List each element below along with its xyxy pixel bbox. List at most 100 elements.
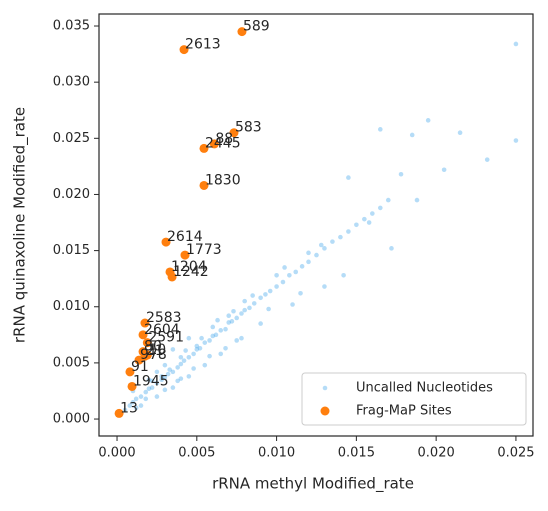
point (199, 180, 209, 190)
point-label: 1830 (205, 172, 241, 188)
point (215, 317, 220, 323)
point (191, 351, 196, 357)
point (280, 279, 286, 285)
point (414, 197, 420, 203)
point-label: 88 (215, 131, 233, 147)
point (457, 130, 463, 135)
point (366, 220, 372, 225)
point-label: 978 (140, 347, 167, 363)
point-label: 13 (120, 400, 138, 416)
point (162, 375, 168, 380)
point (242, 307, 247, 313)
point (346, 175, 351, 180)
y-tick-label: 0.030 (53, 75, 90, 90)
point (175, 378, 180, 384)
point (239, 311, 244, 316)
point (167, 367, 172, 372)
point (183, 348, 188, 353)
x-axis-label: rRNA methyl Modified_rate (212, 475, 414, 494)
point (354, 222, 359, 228)
point (178, 361, 184, 367)
point (229, 319, 235, 324)
point (290, 302, 295, 307)
legend-box (301, 372, 527, 426)
point (191, 366, 196, 371)
y-tick-label: 0.010 (53, 299, 90, 314)
y-tick-label: 0.005 (53, 355, 90, 370)
y-tick-label: 0.025 (53, 131, 90, 146)
point (218, 351, 224, 357)
point (140, 318, 150, 328)
point (306, 250, 311, 256)
x-tick-label: 0.005 (178, 446, 215, 461)
point (441, 167, 447, 173)
point (179, 45, 189, 55)
point-label: 2604 (144, 322, 180, 338)
point-label: 1945 (133, 373, 169, 389)
point (247, 305, 252, 311)
point (154, 394, 160, 399)
point (398, 171, 404, 177)
point-label: 2614 (167, 229, 203, 245)
point (298, 290, 303, 296)
point (287, 273, 292, 278)
point (197, 345, 203, 351)
point (207, 353, 212, 359)
point (274, 273, 279, 278)
point (127, 381, 137, 391)
point (133, 396, 139, 402)
point (223, 345, 228, 351)
point (209, 139, 219, 149)
point (425, 118, 431, 123)
point (210, 324, 216, 330)
point (167, 272, 177, 282)
point (267, 288, 273, 294)
point (134, 355, 144, 365)
point (125, 367, 135, 377)
point (154, 369, 160, 375)
point (202, 340, 208, 345)
point (143, 396, 149, 402)
point (127, 403, 133, 408)
point (146, 386, 152, 392)
point (231, 308, 236, 314)
x-tick-label: 0.020 (418, 446, 455, 461)
point (258, 295, 263, 301)
point (282, 265, 287, 270)
x-tick-label: 0.010 (258, 446, 295, 461)
point (306, 259, 311, 265)
point (159, 374, 165, 379)
point (162, 387, 168, 393)
point (199, 143, 209, 153)
point (330, 239, 335, 244)
point (138, 394, 144, 399)
point (239, 335, 244, 341)
point (385, 197, 391, 203)
point (378, 127, 383, 132)
point (250, 293, 255, 298)
point (178, 354, 184, 360)
point (194, 347, 200, 352)
point (370, 211, 375, 216)
point (186, 374, 192, 379)
point (299, 264, 305, 269)
point (346, 229, 351, 234)
point-label: 583 (235, 120, 262, 136)
point (274, 284, 279, 289)
point (180, 250, 190, 260)
point-label: 2591 (148, 330, 184, 346)
point (146, 377, 152, 383)
point (133, 405, 139, 411)
point (237, 27, 247, 37)
point (229, 128, 239, 138)
point-label: 589 (243, 19, 270, 35)
point-label: 1242 (173, 264, 209, 280)
point-label: 2445 (205, 135, 241, 151)
point (170, 369, 176, 375)
point (199, 335, 204, 341)
point (484, 157, 490, 162)
point (149, 378, 155, 384)
point (186, 335, 192, 341)
point (266, 306, 271, 312)
